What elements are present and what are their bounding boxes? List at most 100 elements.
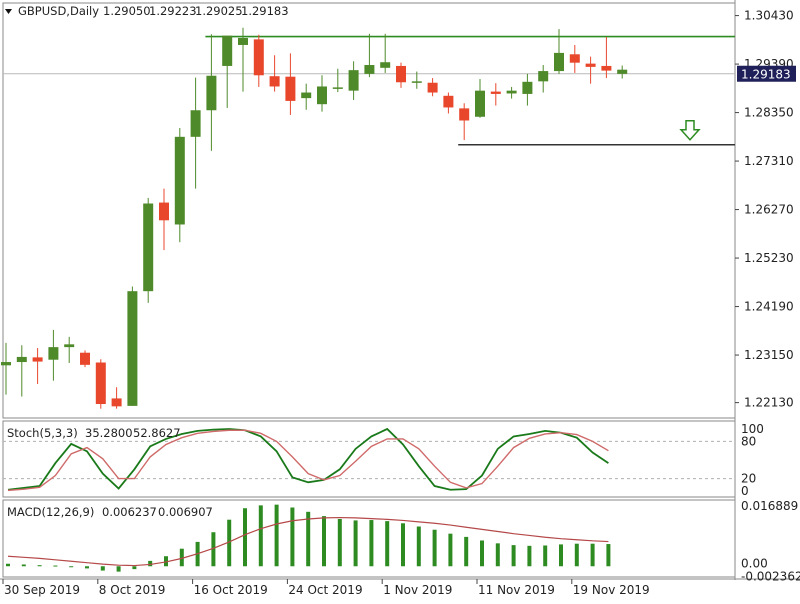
candle-body <box>80 352 90 365</box>
price-tick-label: 1.28350 <box>744 106 794 120</box>
time-tick-label: 30 Sep 2019 <box>4 583 80 597</box>
candle-body <box>253 39 264 76</box>
price-tick-label: 1.23150 <box>744 348 794 362</box>
macd-histogram-bar <box>100 566 105 571</box>
macd-histogram-bar <box>85 566 89 569</box>
candle-body <box>601 65 612 71</box>
candle-body <box>396 65 406 83</box>
candle-body <box>32 357 43 362</box>
candle-body <box>174 136 185 225</box>
candle-body <box>238 37 248 45</box>
ohlc-value: 1.29183 <box>241 4 289 18</box>
macd-tick-label: 0.016889 <box>741 499 798 513</box>
candle-body <box>443 95 454 108</box>
stoch-tick-label: 0 <box>741 484 749 498</box>
candle-body <box>159 202 169 221</box>
stoch-tick-label: 100 <box>741 422 764 436</box>
macd-histogram-bar <box>480 540 484 567</box>
macd-histogram-bar <box>448 533 453 567</box>
candle-body <box>490 91 501 94</box>
stoch-name: Stoch(5,3,3) <box>7 426 78 440</box>
macd-histogram-bar <box>511 545 516 567</box>
macd-histogram-bar <box>606 544 611 567</box>
candle-body <box>111 398 122 407</box>
macd-histogram-bar <box>385 521 390 567</box>
candle-body <box>522 81 533 94</box>
macd-histogram-bar <box>290 507 295 567</box>
ohlc-value: 1.29050 <box>103 4 151 18</box>
down-arrow-icon <box>679 120 701 141</box>
macd-histogram-bar <box>116 566 121 572</box>
macd-histogram-bar <box>337 518 342 567</box>
macd-histogram-bar <box>416 526 421 567</box>
candle-body <box>317 86 327 105</box>
candle-body <box>1 362 11 366</box>
macd-histogram-bar <box>69 566 74 568</box>
candle-body <box>222 35 233 66</box>
macd-histogram-bar <box>369 520 374 567</box>
price-tick-label: 1.24190 <box>744 300 794 314</box>
candle-body <box>459 108 470 121</box>
macd-histogram-bar <box>543 545 548 567</box>
macd-histogram-bar <box>227 519 232 567</box>
macd-tick-label: 0.00 <box>741 556 768 570</box>
candle-body <box>301 92 312 99</box>
macd-histogram-bar <box>322 516 326 567</box>
candle-body <box>506 90 517 94</box>
stoch-main-line <box>7 427 609 491</box>
stoch-value: 35.2800 <box>85 426 133 440</box>
ohlc-value: 1.29223 <box>149 4 197 18</box>
macd-histogram-bar <box>148 560 153 567</box>
candle-body <box>206 75 217 111</box>
time-tick-label: 8 Oct 2019 <box>99 583 166 597</box>
stoch-value: 52.8627 <box>133 426 181 440</box>
candle-body <box>411 81 422 83</box>
price-tick-label: 1.26270 <box>744 203 794 217</box>
macd-histogram-bar <box>132 566 137 570</box>
macd-histogram-bar <box>243 508 247 567</box>
time-tick-label: 24 Oct 2019 <box>288 583 362 597</box>
macd-name: MACD(12,26,9) <box>7 505 94 519</box>
macd-histogram-bar <box>274 504 279 567</box>
current-price-label: 1.29183 <box>741 68 791 82</box>
price-tick-label: 1.22130 <box>744 396 794 410</box>
symbol-label: GBPUSD,Daily <box>18 4 99 18</box>
candle-body <box>190 110 201 137</box>
stoch-tick-label: 20 <box>741 472 756 486</box>
time-tick-label: 19 Nov 2019 <box>573 583 650 597</box>
candle-body <box>269 76 280 87</box>
price-tick-label: 1.25230 <box>744 251 794 265</box>
candle-body <box>95 362 106 405</box>
macd-histogram-bar <box>164 556 168 567</box>
candle-body <box>475 90 485 117</box>
price-tick-label: 1.27310 <box>744 154 794 168</box>
macd-histogram-bar <box>6 563 10 567</box>
stoch-tick-label: 80 <box>741 434 756 448</box>
macd-histogram-bar <box>464 536 469 567</box>
macd-histogram-bar <box>401 523 405 567</box>
candle-body <box>569 54 580 63</box>
candle-body <box>127 291 138 406</box>
candle-body <box>16 356 27 363</box>
candle-body <box>285 76 296 101</box>
candle-body <box>332 87 343 89</box>
macd-histogram-bar <box>211 532 216 567</box>
triangle-down-icon <box>5 9 12 14</box>
macd-histogram-bar <box>590 543 595 567</box>
candle-body <box>364 65 375 74</box>
candle-body <box>538 71 549 82</box>
candle-body <box>348 70 359 91</box>
candle-body <box>380 62 391 68</box>
macd-histogram-bar <box>527 545 532 567</box>
macd-histogram-bar <box>432 529 437 567</box>
macd-histogram-bar <box>21 564 26 567</box>
candle-body <box>554 52 564 72</box>
candle-body <box>48 347 59 360</box>
candle-body <box>617 69 628 74</box>
time-tick-label: 16 Oct 2019 <box>194 583 268 597</box>
ohlc-value: 1.29025 <box>195 4 243 18</box>
macd-signal-line <box>7 516 609 567</box>
macd-histogram-bar <box>179 548 184 567</box>
